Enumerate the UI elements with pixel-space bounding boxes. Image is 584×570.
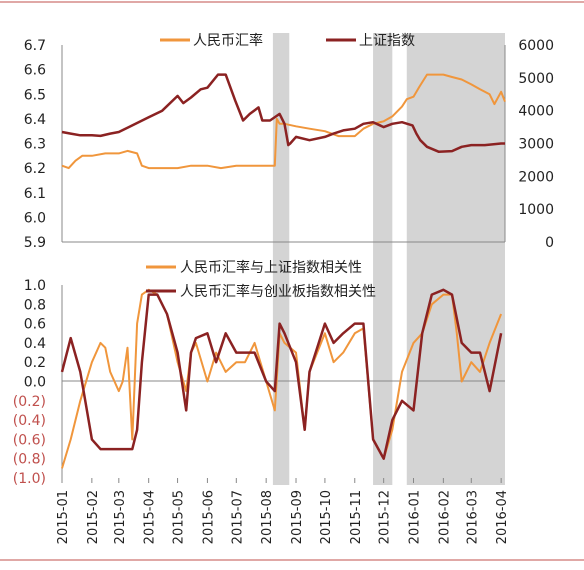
shanghai-index-line [61, 73, 505, 153]
bottom-series-lines [60, 288, 503, 469]
date-tick-label: 2015-03 [113, 490, 128, 544]
shaded-period-1 [272, 33, 290, 485]
correlation-tick-label: 1.0 [24, 278, 46, 294]
correlation-tick-label: 0.8 [24, 297, 46, 313]
legend-label-corr-chinext: 人民币汇率与创业板指数相关性 [180, 283, 376, 300]
left-tick-label: 6.7 [24, 38, 46, 54]
correlation-tick-label: (0.4) [13, 413, 46, 429]
date-tick-label: 2015-04 [143, 490, 158, 544]
correlation-tick-label: 0.0 [24, 375, 46, 391]
shaded-period-2 [373, 33, 393, 485]
date-tick-label: 2015-02 [86, 490, 101, 544]
correlation-tick-label: (0.6) [13, 432, 46, 448]
correlation-tick-label: (1.0) [13, 471, 46, 487]
right-tick-label: 3000 [518, 137, 554, 153]
shaded-period-3 [406, 33, 505, 485]
correlation-tick-label: 0.4 [24, 336, 46, 352]
right-tick-label: 6000 [518, 38, 554, 54]
left-tick-label: 6.4 [24, 112, 46, 128]
date-tick-label: 2016-04 [495, 490, 510, 544]
legend-label-rmb: 人民币汇率 [193, 32, 263, 49]
bottom-panel: 1.0 0.8 0.6 0.4 0.2 0.0 (0.2) (0.4) (0.6) (0.8) (1… [13, 259, 510, 544]
date-tick-label: 2015-01 [56, 490, 71, 544]
correlation-tick-label: 0.2 [24, 355, 46, 371]
top-left-tick-labels: 6.7 6.6 6.5 6.4 6.3 6.2 6.1 6.0 5.9 [24, 38, 46, 251]
right-tick-label: 0 [545, 235, 554, 251]
date-tick-label: 2016-02 [437, 490, 452, 544]
date-tick-label: 2016-03 [465, 490, 480, 544]
rmb-rate-line [61, 73, 506, 170]
top-series-lines [61, 73, 506, 170]
date-tick-label: 2015-12 [378, 490, 393, 544]
left-tick-label: 6.6 [24, 63, 46, 79]
right-tick-label: 5000 [518, 71, 554, 87]
date-tick-label: 2015-09 [290, 490, 305, 544]
left-tick-label: 6.5 [24, 87, 46, 103]
date-tick-label: 2016-01 [408, 490, 423, 544]
right-tick-label: 1000 [518, 202, 554, 218]
correlation-tick-label: (0.8) [13, 452, 46, 468]
date-tick-labels: 2015-01 2015-02 2015-03 2015-04 2015-05 2015-… [56, 478, 510, 544]
date-tick-label: 2015-11 [349, 490, 364, 544]
date-tick-label: 2015-06 [201, 490, 216, 544]
right-tick-label: 2000 [518, 169, 554, 185]
top-panel: 6.7 6.6 6.5 6.4 6.3 6.2 6.1 6.0 5.9 6000 5000 4000… [24, 32, 554, 251]
date-tick-label: 2015-10 [319, 490, 334, 544]
left-tick-label: 5.9 [24, 235, 46, 251]
left-tick-label: 6.0 [24, 210, 46, 226]
right-tick-label: 4000 [518, 104, 554, 120]
left-tick-label: 6.3 [24, 137, 46, 153]
shaded-periods [272, 33, 505, 485]
top-right-tick-labels: 6000 5000 4000 3000 2000 1000 0 [518, 38, 554, 251]
date-tick-label: 2015-05 [172, 490, 187, 544]
left-tick-label: 6.2 [24, 161, 46, 177]
bottom-tick-labels: 1.0 0.8 0.6 0.4 0.2 0.0 (0.2) (0.4) (0.6) (0.8) (1… [13, 278, 46, 487]
left-tick-label: 6.1 [24, 186, 46, 202]
correlation-tick-label: 0.6 [24, 317, 46, 333]
correlation-tick-label: (0.2) [13, 394, 46, 410]
date-tick-label: 2015-07 [230, 490, 245, 544]
corr-chinext-line [60, 288, 503, 460]
legend-label-shanghai: 上证指数 [359, 33, 415, 49]
legend-label-corr-sh: 人民币汇率与上证指数相关性 [180, 259, 362, 276]
date-tick-label: 2015-08 [260, 490, 275, 544]
